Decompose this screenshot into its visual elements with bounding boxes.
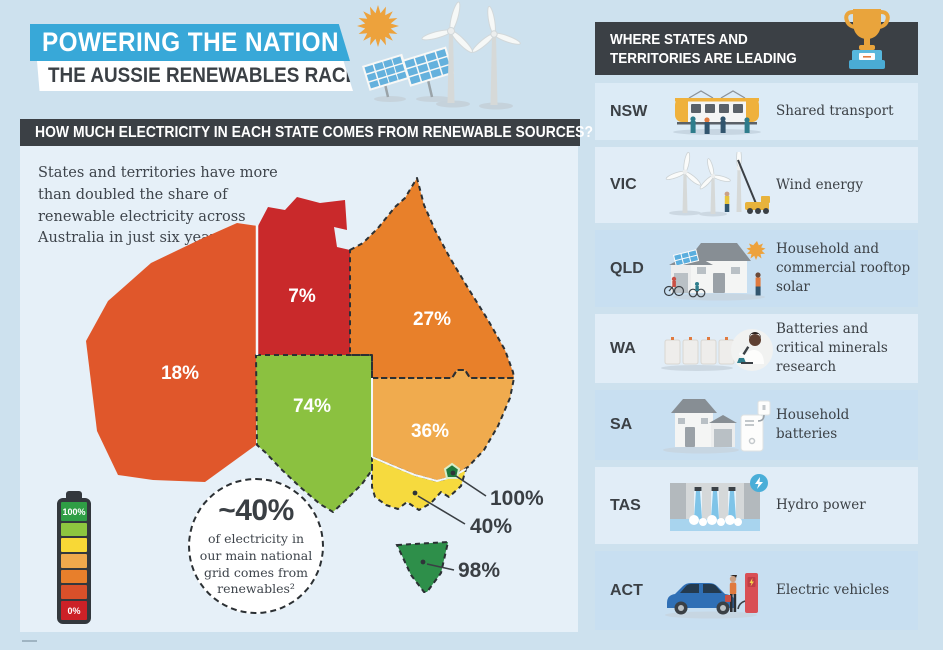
state-sa-region [256, 355, 372, 512]
qld-value-label: 27% [413, 309, 451, 330]
household-battery-icon [663, 399, 771, 454]
solar-panel [673, 248, 700, 267]
state-label: WA [610, 339, 636, 357]
people-figures [690, 115, 750, 134]
leading-row-sa: SA [595, 390, 918, 460]
battery-terminal [66, 491, 82, 498]
intro-text: States and territories have more than do… [38, 165, 278, 247]
tram-icon [673, 89, 761, 135]
state-label: SA [610, 416, 633, 433]
state-vic-region [372, 457, 466, 510]
cyclist-figures [663, 276, 706, 297]
leading-label: Batteries and critical minerals research [776, 321, 888, 375]
electric-vehicle-icon [665, 572, 758, 618]
scientist-figure [731, 328, 773, 371]
battery-unit [740, 400, 771, 452]
sa-value-label: 74% [293, 396, 331, 417]
state-qld-region [350, 178, 514, 378]
wa-value-label: 18% [161, 363, 199, 384]
leading-row-vic: VIC [595, 147, 918, 223]
sun-icon [746, 240, 766, 260]
car [667, 582, 735, 614]
person-figure [725, 574, 737, 612]
callout-value: ~40% [218, 493, 294, 527]
person-figure [755, 271, 761, 295]
leading-row-act: ACT [595, 551, 918, 630]
footnote-mark [22, 640, 37, 642]
nt-value-label: 7% [288, 286, 316, 307]
sun-icon [357, 5, 399, 47]
wind-farm-icon [665, 152, 770, 217]
electricity-badge [750, 473, 768, 492]
leading-label: Household batteries [776, 407, 850, 442]
leading-label: Electric vehicles [776, 582, 890, 599]
state-nsw-region [372, 370, 514, 481]
leading-label: Household and commercial rooftop solar [776, 241, 911, 295]
worker-figure [724, 191, 730, 212]
renewables-hero-illustration [357, 1, 521, 110]
tas-value-label: 98% [458, 559, 500, 582]
leading-header-line2: TERRITORIES ARE LEADING [610, 49, 797, 67]
battery-seg-100: 100% [61, 502, 87, 521]
trophy-icon [844, 9, 890, 69]
leading-row-wa: WA [595, 314, 918, 383]
leading-rows: NSW [595, 83, 918, 630]
map-panel: States and territories have more than do… [20, 146, 578, 632]
battery-seg [61, 554, 87, 568]
callout-text: of electricity in our main national grid… [199, 530, 313, 597]
battery-bank [664, 336, 735, 364]
hydro-dam-icon [670, 473, 768, 531]
battery-seg-0: 0% [61, 601, 87, 620]
question-text: HOW MUCH ELECTRICITY IN EACH STATE COMES… [35, 123, 594, 141]
main-title-banner: POWERING THE NATION [30, 24, 350, 61]
question-bar: HOW MUCH ELECTRICITY IN EACH STATE COMES… [20, 119, 593, 146]
subtitle-banner: THE AUSSIE RENEWABLES RACE [37, 61, 353, 91]
battery-gauge-legend: 100% 0% [57, 491, 91, 624]
state-tas-region [395, 540, 450, 593]
act-value-label: 100% [490, 487, 544, 510]
leading-row-nsw: NSW [595, 83, 918, 140]
vic-value-label: 40% [470, 515, 512, 538]
charging-station [737, 572, 758, 613]
callout-dots [412, 470, 456, 565]
state-label: ACT [610, 581, 643, 599]
national-grid-callout: ~40% of electricity in our main national… [188, 478, 324, 614]
batteries-research-icon [661, 328, 773, 371]
state-label: TAS [610, 496, 641, 514]
callout-lines [417, 475, 487, 571]
leading-label: Hydro power [776, 497, 866, 514]
state-label: VIC [610, 176, 637, 193]
subtitle: THE AUSSIE RENEWABLES RACE [48, 64, 359, 87]
battery-seg [61, 570, 87, 583]
battery-seg [61, 585, 87, 599]
crane-boom [737, 159, 758, 207]
wind-turbines-icon [421, 1, 521, 110]
leading-label: Wind energy [776, 176, 863, 193]
solar-panels-icon [362, 46, 455, 102]
battery-seg [61, 538, 87, 552]
rooftop-solar-icon [663, 240, 766, 300]
state-label: NSW [610, 102, 648, 120]
nsw-value-label: 36% [411, 421, 449, 442]
main-title: POWERING THE NATION [42, 27, 339, 57]
leading-row-qld: QLD [595, 230, 918, 307]
battery-seg [61, 523, 87, 536]
leading-label: Shared transport [776, 103, 894, 120]
state-nt-region [258, 197, 350, 355]
leading-header-line1: WHERE STATES AND [610, 31, 748, 48]
state-label: QLD [610, 259, 644, 277]
leading-row-tas: TAS [595, 467, 918, 544]
state-wa-region [86, 223, 258, 482]
australia-map: 18% 7% 27% 74% 36% 100% 40% 98% [86, 177, 544, 593]
